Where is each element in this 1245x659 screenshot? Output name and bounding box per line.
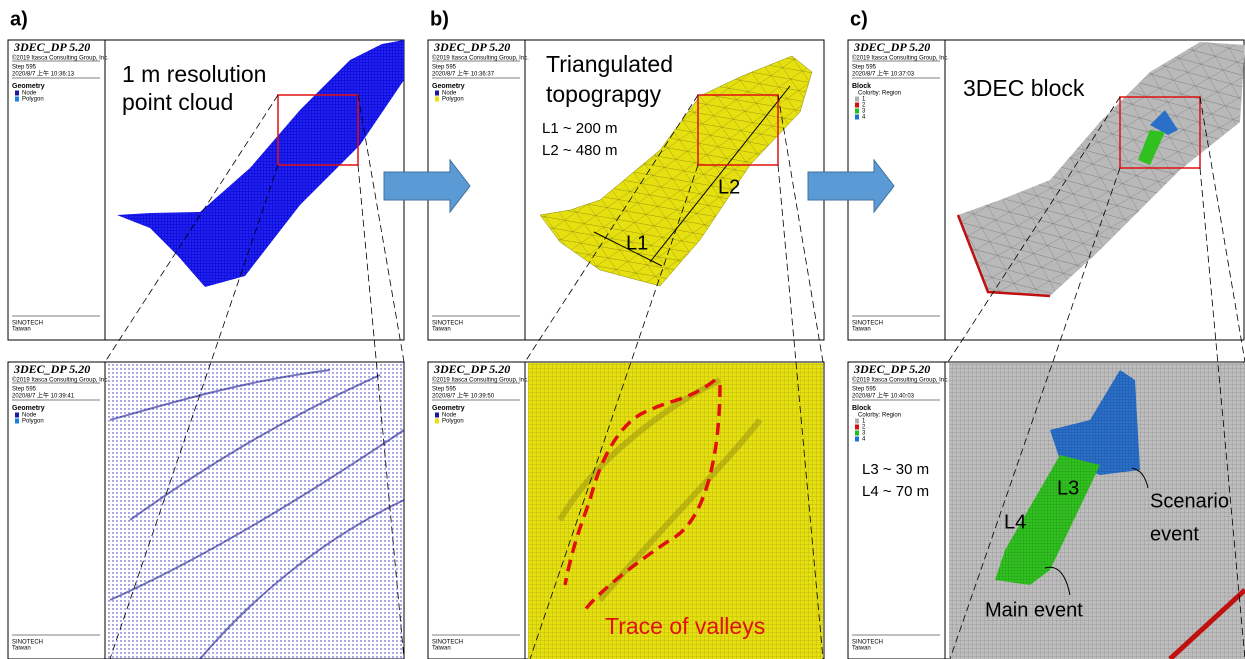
legend-swatch	[435, 419, 439, 424]
step: Step 595	[12, 65, 37, 71]
point-cloud-detail	[106, 363, 404, 659]
location: Taiwan	[432, 327, 451, 333]
annotation: 3DEC block	[963, 75, 1085, 101]
timestamp: 2020/8/7 上午 10:37:03	[852, 70, 915, 78]
legend-title: Block	[852, 405, 871, 412]
legend-swatch	[435, 97, 439, 102]
copyright: ©2019 Itasca Consulting Group, Inc.	[12, 55, 109, 62]
annotation: Trace of valleys	[605, 613, 765, 639]
software-title: 3DEC_DP 5.20	[853, 362, 930, 376]
copyright: ©2019 Itasca Consulting Group, Inc.	[12, 377, 109, 384]
figure: 3DEC_DP 5.20©2019 Itasca Consulting Grou…	[0, 0, 1245, 659]
legend-label: Polygon	[22, 97, 44, 103]
software-title: 3DEC_DP 5.20	[433, 362, 510, 376]
legend-label: Polygon	[442, 419, 464, 425]
legend-swatch	[855, 425, 859, 430]
timestamp: 2020/8/7 上午 10:36:37	[432, 70, 495, 78]
legend-swatch	[855, 431, 859, 436]
length-marker: L4	[1004, 511, 1026, 533]
software-title: 3DEC_DP 5.20	[853, 40, 930, 54]
length-marker: L2	[718, 176, 740, 198]
event-label: event	[1150, 523, 1199, 545]
step: Step 595	[432, 387, 457, 393]
copyright: ©2019 Itasca Consulting Group, Inc.	[852, 55, 949, 62]
length-marker: L3	[1057, 477, 1079, 499]
software-title: 3DEC_DP 5.20	[433, 40, 510, 54]
timestamp: 2020/8/7 上午 10:39:50	[432, 392, 495, 400]
legend-title: Geometry	[12, 83, 45, 90]
step: Step 595	[432, 65, 457, 71]
annotation: Triangulated	[546, 51, 673, 77]
legend-swatch	[855, 437, 859, 442]
legend-title: Block	[852, 83, 871, 90]
legend-label: Polygon	[22, 419, 44, 425]
event-label: Main event	[985, 599, 1083, 621]
timestamp: 2020/8/7 上午 10:40:03	[852, 392, 915, 400]
location: Taiwan	[12, 646, 31, 652]
legend-label: Polygon	[442, 97, 464, 103]
step: Step 595	[852, 65, 877, 71]
location: Taiwan	[12, 327, 31, 333]
copyright: ©2019 Itasca Consulting Group, Inc.	[432, 377, 529, 384]
legend-swatch	[15, 97, 19, 102]
length-label: L3 ~ 30 m	[862, 461, 929, 478]
timestamp: 2020/8/7 上午 10:39:41	[12, 392, 75, 400]
legend-swatch	[855, 419, 859, 424]
legend-swatch	[15, 419, 19, 424]
software-title: 3DEC_DP 5.20	[13, 40, 90, 54]
legend-title: Geometry	[432, 83, 465, 90]
location: Taiwan	[852, 646, 871, 652]
length-marker: L1	[626, 232, 648, 254]
legend-title: Geometry	[432, 405, 465, 412]
panel-label: c)	[850, 8, 868, 30]
panel-label: a)	[10, 8, 28, 30]
length-label: L2 ~ 480 m	[542, 142, 617, 159]
location: Taiwan	[852, 327, 871, 333]
legend-swatch	[855, 103, 859, 108]
legend-swatch	[855, 115, 859, 120]
software-title: 3DEC_DP 5.20	[13, 362, 90, 376]
legend-swatch	[15, 91, 19, 96]
copyright: ©2019 Itasca Consulting Group, Inc.	[432, 55, 529, 62]
event-label: Scenario	[1150, 490, 1229, 512]
step: Step 595	[12, 387, 37, 393]
location: Taiwan	[432, 646, 451, 652]
length-label: L1 ~ 200 m	[542, 120, 617, 137]
legend-swatch	[15, 413, 19, 418]
copyright: ©2019 Itasca Consulting Group, Inc.	[852, 377, 949, 384]
legend-swatch	[855, 109, 859, 114]
annotation: point cloud	[122, 89, 233, 115]
step: Step 595	[852, 387, 877, 393]
legend-swatch	[435, 413, 439, 418]
legend-swatch	[855, 97, 859, 102]
length-label: L4 ~ 70 m	[862, 483, 929, 500]
legend-title: Geometry	[12, 405, 45, 412]
timestamp: 2020/8/7 上午 10:36:13	[12, 70, 75, 78]
annotation: 1 m resolution	[122, 61, 266, 87]
annotation: topograpgy	[546, 81, 662, 107]
legend-swatch	[435, 91, 439, 96]
panel-label: b)	[430, 8, 449, 30]
